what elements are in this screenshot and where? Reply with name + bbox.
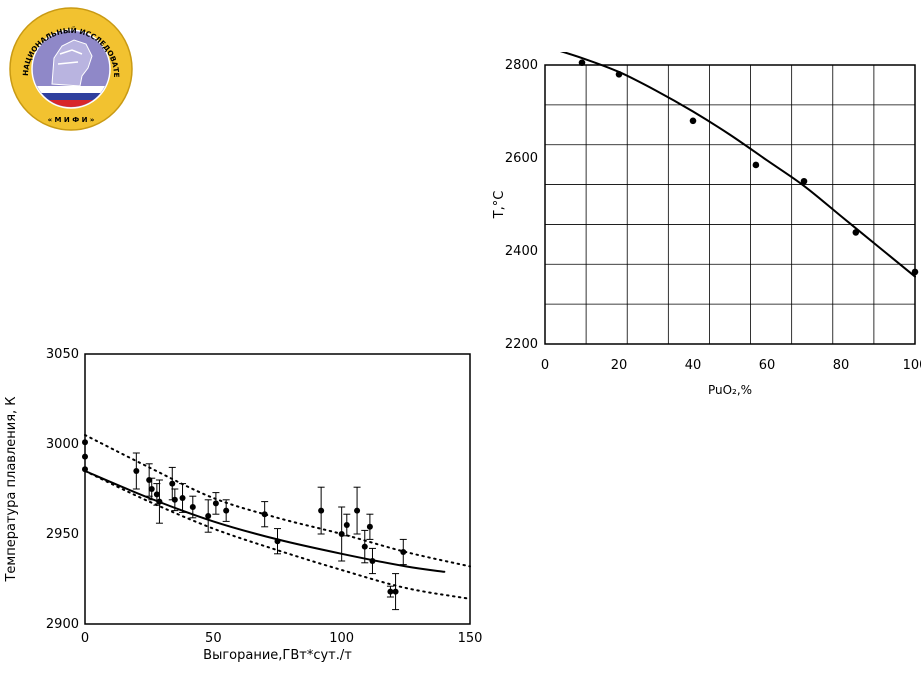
- chart-melting-temperature-vs-burnup: 0 50 100 150 2900 2950 3000 3050 Выгорание,ГВт*…: [0, 338, 490, 670]
- data-point: [392, 588, 399, 595]
- chart2-y-axis-label: Температура плавления, К: [4, 396, 19, 582]
- y-tick-label: 2600: [505, 151, 538, 166]
- data-point: [400, 549, 407, 555]
- y-tick-label: 3000: [46, 437, 79, 452]
- x-tick-label: 150: [458, 631, 483, 646]
- data-point: [752, 161, 760, 169]
- x-tick-label: 80: [833, 358, 850, 373]
- data-point: [361, 543, 368, 550]
- chart1-x-axis-label: PuO₂,%: [708, 383, 752, 397]
- chart1-y-axis-label: T,°C: [492, 191, 507, 220]
- data-point: [82, 439, 88, 446]
- chart2-tick-labels: 0 50 100 150 2900 2950 3000 3050: [46, 347, 483, 646]
- x-tick-label: 20: [611, 358, 628, 373]
- logo-bottom-text: « М И Ф И »: [48, 116, 95, 124]
- data-point: [578, 59, 586, 66]
- data-point: [689, 117, 697, 125]
- y-tick-label: 2950: [46, 527, 79, 542]
- x-tick-label: 0: [81, 631, 89, 646]
- x-tick-label: 100: [329, 631, 354, 646]
- data-point: [169, 480, 176, 487]
- data-point: [223, 507, 230, 514]
- university-logo: НАЦИОНАЛЬНЫЙ ИССЛЕДОВАТЕЛЬСКИЙ ЯДЕРНЫЙ У…: [4, 0, 134, 132]
- flag-white-stripe: [33, 86, 109, 93]
- x-tick-label: 50: [205, 631, 222, 646]
- data-point: [343, 522, 350, 528]
- data-point: [387, 588, 394, 595]
- data-point: [82, 453, 88, 460]
- data-point: [261, 511, 268, 518]
- data-point: [133, 468, 140, 474]
- data-point: [153, 491, 160, 498]
- series-upper-bound: [84, 434, 471, 568]
- chart1-grid: [545, 65, 915, 344]
- x-tick-label: 100: [903, 358, 921, 373]
- data-point: [171, 496, 178, 503]
- data-point: [179, 495, 186, 501]
- series-lower-bound: [84, 470, 471, 600]
- chart2-svg: 0 50 100 150 2900 2950 3000 3050 Выгорание,ГВт*…: [4, 347, 483, 663]
- chart1-plot-frame: [544, 64, 916, 345]
- x-tick-label: 40: [685, 358, 702, 373]
- chart1-series: [544, 45, 919, 278]
- flag-blue-stripe: [33, 93, 109, 100]
- data-point: [354, 507, 361, 514]
- chart2-series: [82, 434, 471, 611]
- y-tick-label: 2200: [505, 337, 538, 352]
- series-fit-line: [544, 45, 916, 278]
- logo-seal-icon: НАЦИОНАЛЬНЫЙ ИССЛЕДОВАТЕЛЬСКИЙ ЯДЕРНЫЙ У…: [4, 0, 133, 131]
- data-point: [212, 500, 219, 507]
- chart-temperature-vs-puo2: 0 20 40 60 80 100 2200 2400 2600 2800 PuO₂,% T,°C: [490, 45, 921, 407]
- y-tick-label: 3050: [46, 347, 79, 362]
- data-point: [800, 177, 808, 185]
- data-point: [205, 513, 212, 519]
- y-tick-label: 2800: [505, 58, 538, 73]
- chart1-tick-labels: 0 20 40 60 80 100 2200 2400 2600 2800: [505, 58, 921, 373]
- data-point: [366, 523, 373, 530]
- data-point: [148, 486, 155, 492]
- x-tick-label: 0: [541, 358, 549, 373]
- chart1-svg: 0 20 40 60 80 100 2200 2400 2600 2800 PuO₂,% T,°C: [492, 45, 921, 397]
- data-point: [911, 268, 919, 276]
- y-tick-label: 2400: [505, 244, 538, 259]
- chart2-plot-frame: [84, 353, 471, 625]
- data-point: [189, 504, 196, 510]
- data-point: [318, 507, 325, 514]
- y-tick-label: 2900: [46, 617, 79, 632]
- chart2-x-axis-label: Выгорание,ГВт*сут./т: [203, 648, 352, 663]
- x-tick-label: 60: [759, 358, 776, 373]
- series-fit-line: [84, 470, 446, 573]
- flag-red-stripe: [33, 100, 109, 107]
